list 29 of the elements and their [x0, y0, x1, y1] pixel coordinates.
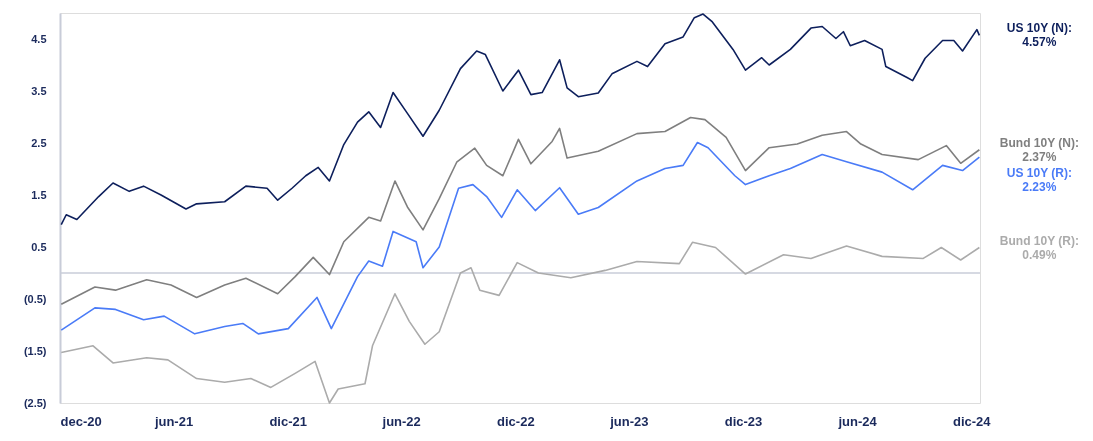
- text: US 10Y (R):: [1006, 165, 1072, 180]
- x-tick-label: jun-21: [153, 413, 194, 429]
- x-tick-label: jun-22: [381, 413, 421, 429]
- y-tick-label: 2.5: [31, 136, 47, 149]
- y-tick-label: (1.5): [23, 344, 47, 357]
- x-tick-label: dic-24: [952, 413, 992, 429]
- series-label: Bund 10Y (R):: [999, 233, 1079, 248]
- y-tick-label: 1.5: [31, 188, 47, 201]
- y-tick-label: 3.5: [31, 84, 47, 97]
- text: 4.57%: [1022, 35, 1057, 50]
- y-tick-label: 0.5: [31, 240, 47, 253]
- y-tick-label: (0.5): [23, 292, 47, 305]
- text: US 10Y (N):: [1006, 21, 1072, 36]
- line-series: [60, 241, 981, 404]
- line-series: [60, 116, 981, 305]
- y-tick-label: (2.5): [23, 396, 47, 409]
- x-tick-label: dic-22: [497, 413, 535, 429]
- text: 2.37%: [1022, 149, 1057, 164]
- x-tick-label: dic-23: [724, 413, 763, 429]
- text: 2.23%: [1022, 179, 1057, 194]
- series-label: Bund 10Y (N):: [999, 135, 1079, 150]
- x-tick-label: jun-24: [837, 413, 878, 429]
- x-tick-label: dec-20: [60, 413, 102, 429]
- text: 0.49%: [1022, 247, 1057, 262]
- x-tick-label: dic-21: [269, 413, 307, 429]
- line-series: [60, 13, 981, 226]
- y-tick-label: 4.5: [31, 32, 47, 45]
- line-series: [60, 141, 981, 335]
- x-tick-label: jun-23: [609, 413, 649, 429]
